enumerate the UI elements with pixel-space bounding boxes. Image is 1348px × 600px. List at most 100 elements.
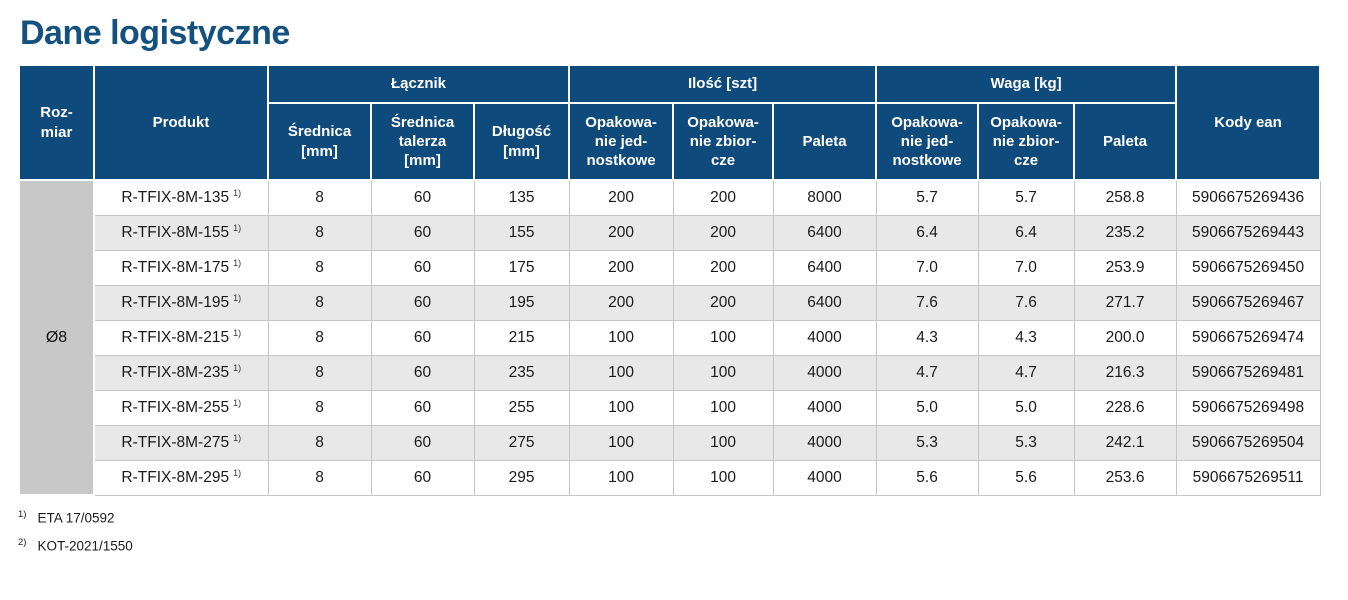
col-header-waga-opak-jednostkowe: Opakowa- nie jed- nostkowe — [875, 102, 980, 181]
cell-w_paleta: 258.8 — [1073, 179, 1177, 216]
cell-il_jedn: 200 — [568, 214, 674, 251]
footnote-ref: 1) — [233, 397, 242, 408]
product-name: R-TFIX-8M-195 1) — [93, 284, 269, 321]
cell-il_jedn: 200 — [568, 179, 674, 216]
cell-il_zbior: 100 — [672, 459, 774, 496]
cell-il_paleta: 4000 — [772, 319, 877, 356]
cell-w_zbior: 5.3 — [977, 424, 1075, 461]
footnote-ref: 1) — [233, 222, 242, 233]
cell-talerz: 60 — [370, 214, 475, 251]
cell-dlugosc: 255 — [473, 389, 570, 426]
cell-w_zbior: 5.0 — [977, 389, 1075, 426]
cell-srednica: 8 — [267, 389, 372, 426]
cell-w_paleta: 271.7 — [1073, 284, 1177, 321]
cell-dlugosc: 235 — [473, 354, 570, 391]
cell-srednica: 8 — [267, 319, 372, 356]
cell-srednica: 8 — [267, 284, 372, 321]
col-header-kody-ean: Kody ean — [1175, 64, 1322, 181]
cell-il_zbior: 200 — [672, 249, 774, 286]
cell-w_jedn: 5.7 — [875, 179, 979, 216]
cell-il_jedn: 100 — [568, 424, 674, 461]
cell-il_zbior: 200 — [672, 214, 774, 251]
cell-il_paleta: 4000 — [772, 354, 877, 391]
group-header-waga: Waga [kg] — [875, 64, 1178, 104]
group-header-lacznik: Łącznik — [266, 64, 571, 104]
product-name-text: R-TFIX-8M-135 — [121, 189, 230, 207]
cell-srednica: 8 — [267, 459, 372, 496]
product-name: R-TFIX-8M-275 1) — [93, 424, 269, 461]
col-header-waga-paleta: Paleta — [1073, 102, 1178, 181]
cell-talerz: 60 — [370, 389, 475, 426]
footnote-ref: 1) — [233, 432, 242, 443]
cell-w_jedn: 6.4 — [875, 214, 979, 251]
col-header-dlugosc: Długość [mm] — [472, 102, 571, 181]
table-body: Ø8 R-TFIX-8M-135 1) 8 60 135 200 200 8000 5.7 5.7 2… — [18, 179, 1321, 496]
footnote-ref: 1) — [233, 362, 242, 373]
cell-w_paleta: 253.6 — [1073, 459, 1177, 496]
cell-w_zbior: 7.6 — [977, 284, 1075, 321]
page-title: Dane logistyczne — [20, 14, 290, 52]
logistics-table: Roz- miar Produkt Łącznik Ilość [szt] Wa… — [18, 64, 1322, 496]
cell-il_paleta: 6400 — [772, 214, 877, 251]
cell-w_jedn: 5.0 — [875, 389, 979, 426]
footnote-marker: 1) — [18, 509, 27, 520]
product-name: R-TFIX-8M-175 1) — [93, 249, 269, 286]
cell-il_jedn: 100 — [568, 389, 674, 426]
table-row: R-TFIX-8M-255 1) 8 60 255 100 100 4000 5.0 5.0 228… — [19, 389, 1321, 426]
product-name: R-TFIX-8M-155 1) — [93, 214, 269, 251]
cell-w_jedn: 4.3 — [875, 319, 979, 356]
col-header-srednica-talerza: Średnica talerza [mm] — [370, 102, 475, 181]
product-name-text: R-TFIX-8M-295 — [121, 469, 230, 487]
footnote-marker: 2) — [18, 536, 27, 548]
col-header-waga-opak-zbiorcze: Opakowa- nie zbior- cze — [977, 102, 1076, 181]
table-row: R-TFIX-8M-295 1) 8 60 295 100 100 4000 5.6 5.6 253… — [19, 459, 1321, 496]
cell-w_paleta: 253.9 — [1073, 249, 1177, 286]
product-name: R-TFIX-8M-135 1) — [93, 179, 269, 216]
cell-talerz: 60 — [370, 249, 475, 286]
product-name: R-TFIX-8M-295 1) — [93, 459, 269, 496]
cell-il_zbior: 200 — [672, 179, 774, 216]
table-row: R-TFIX-8M-275 1) 8 60 275 100 100 4000 5.3 5.3 242… — [19, 424, 1321, 461]
cell-w_jedn: 5.6 — [875, 459, 979, 496]
cell-w_jedn: 4.7 — [875, 354, 979, 391]
col-header-srednica: Średnica [mm] — [267, 102, 372, 181]
cell-dlugosc: 275 — [473, 424, 570, 461]
cell-ean: 5906675269436 — [1175, 179, 1321, 216]
product-name: R-TFIX-8M-235 1) — [93, 354, 269, 391]
cell-il_zbior: 200 — [672, 284, 774, 321]
cell-il_jedn: 200 — [568, 249, 674, 286]
header-sub-row: Średnica [mm] Średnica talerza [mm] Dług… — [19, 102, 1320, 181]
cell-talerz: 60 — [370, 424, 475, 461]
cell-w_paleta: 216.3 — [1073, 354, 1177, 391]
footnotes: 1) ETA 17/0592 2) KOT-2021/1550 — [18, 503, 1348, 558]
product-name: R-TFIX-8M-255 1) — [93, 389, 269, 426]
cell-w_zbior: 5.7 — [977, 179, 1075, 216]
cell-talerz: 60 — [370, 354, 475, 391]
cell-dlugosc: 175 — [473, 249, 570, 286]
footnote-ref: 1) — [233, 257, 242, 268]
product-name-text: R-TFIX-8M-195 — [121, 294, 230, 312]
product-name-text: R-TFIX-8M-235 — [121, 364, 230, 382]
cell-il_jedn: 100 — [568, 459, 674, 496]
cell-srednica: 8 — [267, 354, 372, 391]
cell-il_paleta: 6400 — [772, 249, 877, 286]
product-name-text: R-TFIX-8M-175 — [121, 259, 230, 277]
cell-talerz: 60 — [370, 459, 475, 496]
col-header-produkt: Produkt — [93, 64, 269, 181]
cell-w_paleta: 228.6 — [1073, 389, 1177, 426]
col-header-ilosc-opak-zbiorcze: Opakowa- nie zbior- cze — [672, 102, 775, 181]
footnote-text: KOT-2021/1550 — [37, 538, 133, 553]
cell-w_zbior: 7.0 — [977, 249, 1075, 286]
footnote-ref: 1) — [233, 327, 242, 338]
cell-ean: 5906675269511 — [1175, 459, 1321, 496]
cell-il_zbior: 100 — [672, 319, 774, 356]
cell-il_jedn: 100 — [568, 354, 674, 391]
cell-il_zbior: 100 — [672, 354, 774, 391]
cell-dlugosc: 215 — [473, 319, 570, 356]
cell-ean: 5906675269498 — [1175, 389, 1321, 426]
footnote-text: ETA 17/0592 — [37, 510, 115, 526]
product-name-text: R-TFIX-8M-275 — [121, 434, 230, 452]
header-group-row: Roz- miar Produkt Łącznik Ilość [szt] Wa… — [18, 64, 1322, 181]
cell-w_jedn: 5.3 — [875, 424, 979, 461]
table-row: R-TFIX-8M-235 1) 8 60 235 100 100 4000 4.7 4.7 216… — [19, 354, 1321, 391]
